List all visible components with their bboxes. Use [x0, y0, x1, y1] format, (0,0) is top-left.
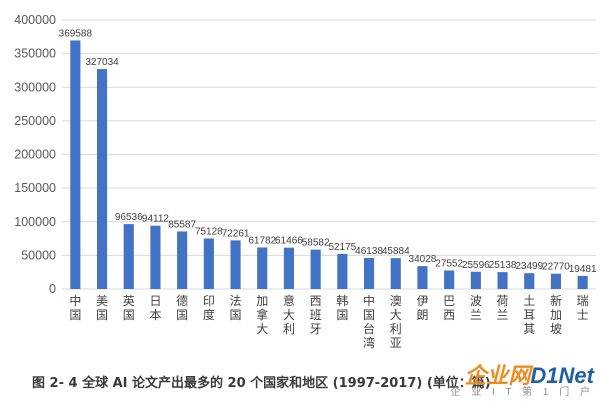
figure-caption: 图 2- 4 全球 AI 论文产出最多的 20 个国家和地区 (1997-201… [32, 376, 491, 391]
y-tick-label: 150000 [14, 181, 56, 195]
data-label: 369588 [59, 28, 93, 39]
x-category-label: 印度 [203, 294, 215, 322]
watermark-sub: 企 业 I T 第 1 门 户 [450, 387, 594, 398]
watermark-main-b: D1Net [530, 363, 594, 388]
bar [230, 240, 241, 289]
data-label: 52175 [328, 242, 356, 253]
data-label: 45884 [382, 246, 410, 257]
y-tick-label: 50000 [21, 248, 56, 262]
data-label: 19481 [569, 264, 597, 275]
bar [203, 238, 214, 289]
bar [577, 275, 588, 289]
data-label: 94112 [142, 214, 170, 225]
data-label: 61782 [248, 235, 276, 246]
bar [497, 272, 508, 289]
data-label: 34028 [409, 254, 437, 265]
x-category-label: 中国台湾 [363, 293, 375, 350]
x-category-label: 意大利 [283, 293, 295, 336]
x-category-label: 日本 [149, 294, 161, 322]
x-category-label: 巴西 [443, 294, 455, 322]
bars [70, 40, 588, 289]
bar [470, 271, 481, 289]
bar [123, 224, 134, 289]
x-category-label: 美国 [96, 294, 108, 322]
bar [524, 273, 535, 289]
data-label: 85587 [168, 219, 196, 230]
bar [177, 231, 188, 289]
x-category-label: 中国 [69, 293, 81, 322]
bar [310, 249, 321, 289]
bar [283, 247, 295, 289]
x-category-label: 荷兰 [497, 294, 509, 322]
x-category-label: 瑞士 [577, 294, 589, 322]
x-category-label: 韩国 [336, 293, 348, 322]
y-tick-label: 300000 [14, 80, 56, 94]
watermark-logo: 企业网D1Net 企 业 I T 第 1 门 户 [450, 365, 594, 399]
data-label: 58582 [302, 238, 330, 249]
data-label: 96536 [115, 212, 143, 223]
x-category-label: 法国 [230, 294, 242, 322]
y-axis-ticks: 0 50000 100000 150000 200000 250000 300000 3500… [14, 13, 56, 296]
y-tick-label: 250000 [14, 114, 56, 128]
bar [337, 253, 348, 289]
data-label: 61466 [275, 236, 303, 247]
x-category-label: 伊朗 [416, 294, 428, 322]
watermark-main-a: 企业网 [464, 363, 531, 388]
x-category-label: 新加坡 [550, 293, 562, 336]
x-category-label: 德国 [176, 293, 188, 322]
x-category-label: 英国 [123, 294, 135, 322]
data-label: 75128 [195, 226, 223, 237]
bar [150, 225, 161, 289]
x-category-label: 土耳其 [523, 294, 535, 336]
y-tick-label: 200000 [14, 148, 56, 162]
bar [444, 270, 455, 289]
y-tick-label: 350000 [14, 47, 56, 61]
bar [550, 273, 562, 289]
x-category-label: 西班牙 [310, 294, 322, 336]
x-category-label: 加拿大 [256, 294, 268, 336]
data-label: 27552 [435, 258, 463, 269]
x-category-label: 澳大利亚 [390, 294, 402, 350]
data-label: 25138 [489, 260, 517, 271]
bar [70, 40, 81, 289]
y-tick-label: 100000 [14, 215, 56, 229]
bar [363, 257, 375, 289]
data-label: 25596 [462, 260, 490, 271]
data-label: 327034 [85, 57, 119, 68]
y-tick-label: 400000 [14, 13, 56, 27]
bar [417, 266, 428, 289]
bar [390, 258, 401, 289]
data-labels: 369588 327034 96536 94112855877512872261617… [59, 28, 597, 274]
x-category-label: 波兰 [470, 294, 482, 322]
data-label: 22770 [542, 262, 570, 273]
bar [96, 69, 108, 289]
bar [257, 247, 268, 289]
data-label: 72261 [222, 228, 250, 239]
y-tick-label: 0 [49, 282, 56, 296]
data-label: 46138 [355, 246, 383, 257]
bar-chart: 0 50000 100000 150000 200000 250000 300000 3500… [14, 13, 597, 350]
data-label: 23499 [515, 261, 543, 272]
